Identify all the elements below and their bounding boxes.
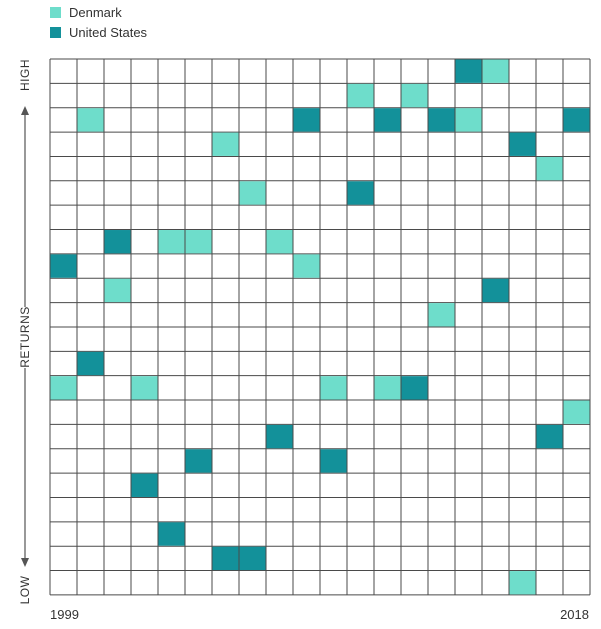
y-axis: HIGH RETURNS LOW [18, 59, 32, 604]
cell-united-states-2016 [509, 132, 536, 156]
y-axis-title: RETURNS [18, 306, 32, 368]
cell-united-states-2003 [158, 522, 185, 546]
cell-denmark-2015 [482, 59, 509, 83]
cell-united-states-2008 [293, 108, 320, 132]
y-axis-high-label: HIGH [18, 59, 32, 91]
legend-swatch-denmark [50, 6, 61, 18]
cell-denmark-2001 [104, 278, 131, 303]
cell-united-states-2013 [428, 108, 455, 132]
legend-item-denmark: Denmark [50, 2, 147, 22]
cell-denmark-1999 [50, 376, 77, 400]
legend: Denmark United States [50, 2, 147, 42]
cell-united-states-2015 [482, 278, 509, 303]
cell-denmark-2007 [266, 230, 293, 254]
cell-united-states-2010 [347, 181, 374, 205]
cell-denmark-2013 [428, 303, 455, 327]
cell-denmark-2011 [374, 376, 401, 400]
data-cells [50, 59, 590, 595]
cell-united-states-2011 [374, 108, 401, 132]
cell-denmark-2014 [455, 108, 482, 132]
cell-denmark-2004 [185, 230, 212, 254]
cell-united-states-2012 [401, 376, 428, 400]
cell-united-states-2018 [563, 108, 590, 132]
cell-united-states-2002 [131, 473, 158, 497]
cell-united-states-2001 [104, 230, 131, 254]
x-axis-end-label: 2018 [560, 607, 589, 622]
cell-denmark-2000 [77, 108, 104, 132]
y-axis-low-label: LOW [18, 575, 32, 604]
cell-denmark-2009 [320, 376, 347, 400]
cell-united-states-2005 [212, 546, 239, 571]
cell-denmark-2002 [131, 376, 158, 400]
arrow-down-icon [21, 558, 29, 567]
legend-swatch-united-states [50, 26, 61, 38]
cell-united-states-2017 [536, 424, 563, 449]
cell-denmark-2017 [536, 156, 563, 181]
cell-united-states-2006 [239, 546, 266, 571]
legend-label-denmark: Denmark [69, 4, 122, 20]
cell-united-states-2004 [185, 449, 212, 473]
cell-united-states-1999 [50, 254, 77, 278]
x-axis: 1999 2018 [50, 607, 589, 622]
arrow-up-icon [21, 106, 29, 115]
cell-denmark-2016 [509, 571, 536, 595]
cell-denmark-2008 [293, 254, 320, 278]
x-axis-start-label: 1999 [50, 607, 79, 622]
grid [49, 58, 591, 596]
cell-united-states-2009 [320, 449, 347, 473]
cell-denmark-2012 [401, 83, 428, 108]
cell-denmark-2005 [212, 132, 239, 156]
legend-item-united-states: United States [50, 22, 147, 42]
cell-united-states-2007 [266, 424, 293, 449]
cell-denmark-2003 [158, 230, 185, 254]
cell-denmark-2006 [239, 181, 266, 205]
cell-denmark-2010 [347, 83, 374, 108]
cell-united-states-2000 [77, 351, 104, 376]
cell-united-states-2014 [455, 59, 482, 83]
legend-label-united-states: United States [69, 24, 148, 40]
cell-denmark-2018 [563, 400, 590, 424]
